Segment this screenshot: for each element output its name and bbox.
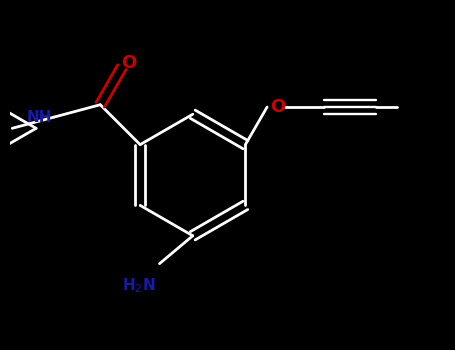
Text: NH: NH <box>26 110 52 125</box>
Text: H$_2$N: H$_2$N <box>121 277 155 295</box>
Text: O: O <box>270 98 286 116</box>
Text: O: O <box>121 54 136 72</box>
